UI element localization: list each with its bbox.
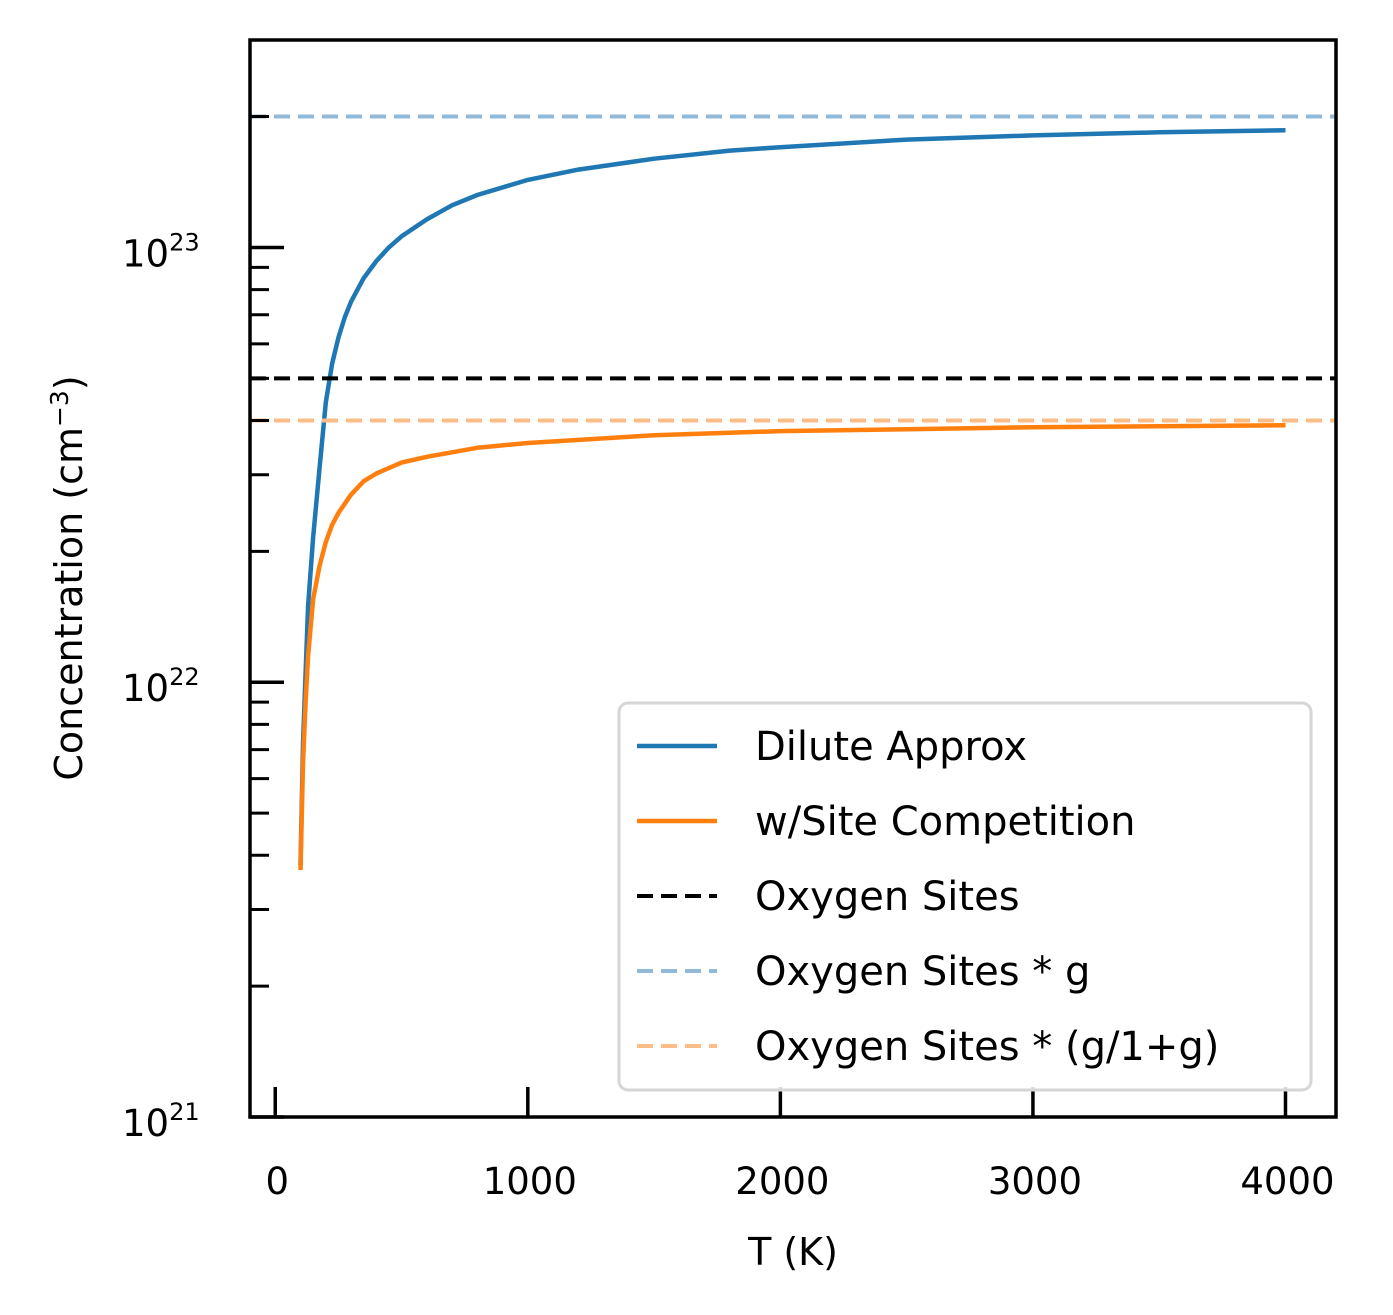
series-w-site-competition xyxy=(298,422,1286,871)
plot-frame xyxy=(248,38,1338,1119)
y-tick-label: 1022 xyxy=(122,663,200,710)
y-axis-label-main: Concentration (cm xyxy=(47,427,91,781)
y-tick-label: 1023 xyxy=(122,228,200,275)
y-axis-label-exponent: −3 xyxy=(45,390,74,427)
legend: Dilute Approx w/Site Competition Oxygen Si… xyxy=(617,701,1313,1092)
y-axis-label-close: ) xyxy=(47,375,91,390)
legend-label-w-site-competition: w/Site Competition xyxy=(755,799,1136,845)
x-tick-label: 4000 xyxy=(1240,1160,1334,1203)
legend-label-dilute-approx: Dilute Approx xyxy=(755,724,1027,770)
legend-label-oxygen-sites-g: Oxygen Sites * g xyxy=(755,949,1090,995)
x-tick-label: 1000 xyxy=(483,1160,577,1203)
series-layer xyxy=(250,114,1336,871)
ticks-layer: 0 1000 2000 3000 4000 1021 1022 1023 xyxy=(122,115,1335,1203)
x-axis-label: T (K) xyxy=(747,1230,838,1274)
x-tick-label: 2000 xyxy=(735,1160,829,1203)
series-dilute-approx xyxy=(298,128,1286,865)
x-tick-label: 3000 xyxy=(988,1160,1082,1203)
x-tick-label: 0 xyxy=(265,1160,289,1203)
y-tick-label: 1021 xyxy=(122,1098,200,1145)
legend-label-oxygen-sites: Oxygen Sites xyxy=(755,874,1020,920)
legend-box xyxy=(617,701,1313,1092)
legend-label-oxygen-sites-g-1-g: Oxygen Sites * (g/1+g) xyxy=(755,1024,1219,1070)
y-axis-label: Concentration (cm−3) xyxy=(45,375,91,780)
